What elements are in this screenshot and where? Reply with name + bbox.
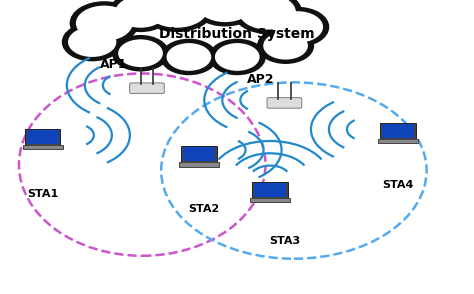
Text: Distribution System: Distribution System <box>159 27 315 41</box>
FancyBboxPatch shape <box>250 198 290 202</box>
FancyBboxPatch shape <box>252 181 288 198</box>
FancyBboxPatch shape <box>378 139 418 143</box>
FancyBboxPatch shape <box>22 145 63 149</box>
FancyBboxPatch shape <box>267 98 301 108</box>
FancyBboxPatch shape <box>181 146 217 162</box>
FancyBboxPatch shape <box>25 129 61 145</box>
Text: STA1: STA1 <box>27 189 58 199</box>
FancyBboxPatch shape <box>183 148 215 161</box>
FancyBboxPatch shape <box>380 123 416 139</box>
FancyBboxPatch shape <box>179 162 219 167</box>
Text: STA2: STA2 <box>188 204 219 214</box>
Text: STA3: STA3 <box>269 236 300 246</box>
FancyBboxPatch shape <box>27 130 59 144</box>
Text: STA4: STA4 <box>383 180 414 190</box>
FancyBboxPatch shape <box>382 124 414 138</box>
FancyBboxPatch shape <box>254 183 286 197</box>
Text: AP1: AP1 <box>100 58 128 71</box>
Text: AP2: AP2 <box>247 73 274 86</box>
FancyBboxPatch shape <box>129 83 164 93</box>
